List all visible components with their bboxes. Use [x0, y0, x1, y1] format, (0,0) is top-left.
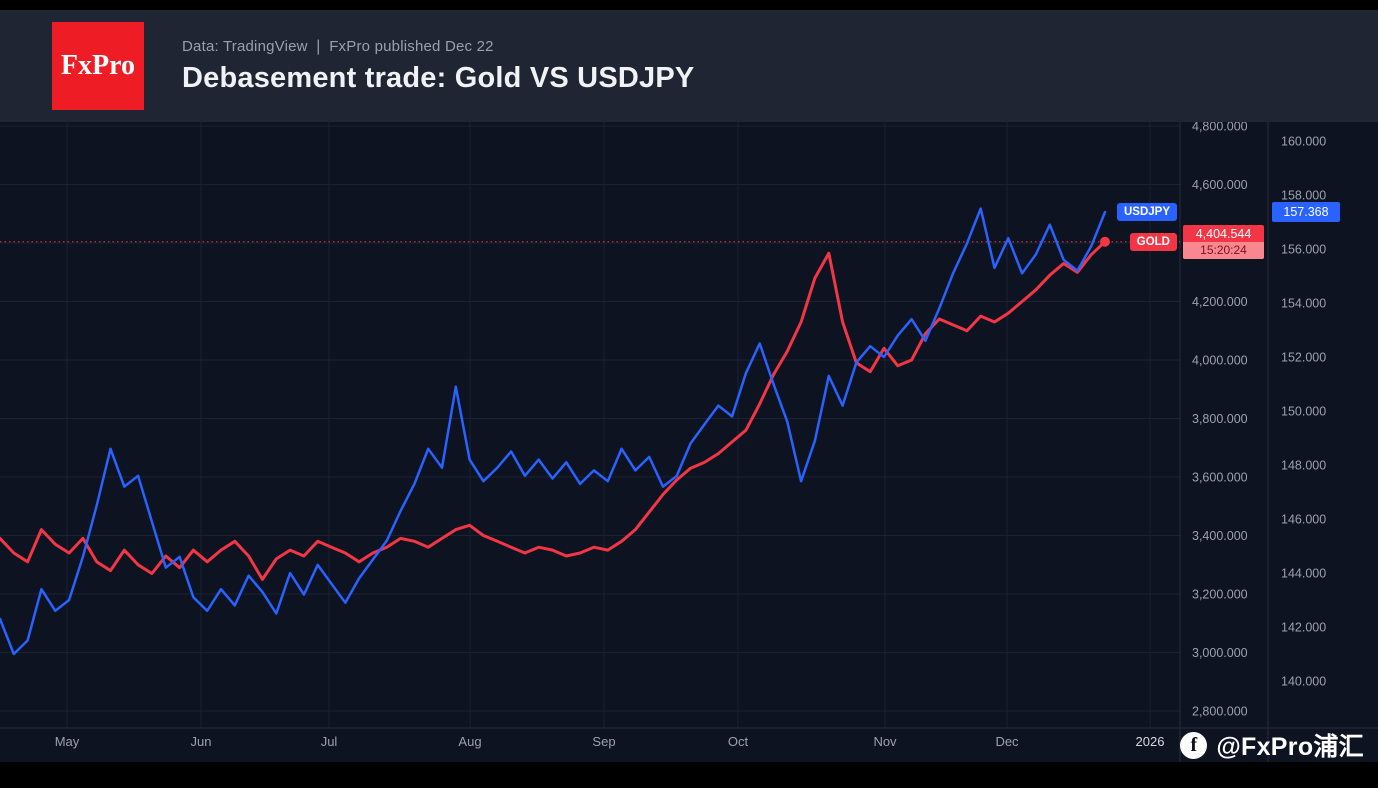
- data-source-line: Data: TradingView ❘ FxPro published Dec …: [182, 38, 494, 55]
- header-text: Data: TradingView ❘ FxPro published Dec …: [182, 37, 694, 95]
- svg-text:Dec: Dec: [995, 734, 1019, 749]
- gold-price-badge: 4,404.544 15:20:24: [1183, 225, 1264, 259]
- svg-text:4,600.000: 4,600.000: [1192, 178, 1248, 192]
- social-handle: @FxPro浦汇: [1216, 733, 1364, 761]
- svg-text:140.000: 140.000: [1281, 675, 1326, 689]
- svg-text:Jul: Jul: [321, 734, 338, 749]
- svg-text:Sep: Sep: [592, 734, 615, 749]
- svg-text:4,800.000: 4,800.000: [1192, 122, 1248, 134]
- gold-countdown-timer: 15:20:24: [1183, 242, 1264, 259]
- svg-text:142.000: 142.000: [1281, 621, 1326, 635]
- svg-text:152.000: 152.000: [1281, 351, 1326, 365]
- svg-text:Aug: Aug: [458, 734, 481, 749]
- svg-text:150.000: 150.000: [1281, 405, 1326, 419]
- gold-last-price: 4,404.544: [1195, 227, 1252, 241]
- footer-bar: [0, 762, 1378, 788]
- fxpro-logo-text: FxPro: [60, 50, 136, 81]
- gold-series-badge: GOLD: [1129, 233, 1177, 251]
- svg-text:Oct: Oct: [728, 734, 749, 749]
- svg-text:3,000.000: 3,000.000: [1192, 646, 1248, 660]
- fxpro-logo: FxPro: [52, 22, 144, 110]
- svg-text:144.000: 144.000: [1281, 567, 1326, 581]
- chart-area[interactable]: 4,800.0004,600.0004,400.0004,200.0004,00…: [0, 122, 1378, 762]
- svg-text:3,600.000: 3,600.000: [1192, 471, 1248, 485]
- svg-text:160.000: 160.000: [1281, 135, 1326, 149]
- svg-text:Jun: Jun: [191, 734, 212, 749]
- svg-text:Nov: Nov: [873, 734, 897, 749]
- svg-text:156.000: 156.000: [1281, 243, 1326, 257]
- svg-text:3,800.000: 3,800.000: [1192, 412, 1248, 426]
- svg-text:154.000: 154.000: [1281, 297, 1326, 311]
- svg-text:4,000.000: 4,000.000: [1192, 354, 1248, 368]
- svg-text:2,800.000: 2,800.000: [1192, 705, 1248, 719]
- svg-text:146.000: 146.000: [1281, 513, 1326, 527]
- svg-text:148.000: 148.000: [1281, 459, 1326, 473]
- svg-text:158.000: 158.000: [1281, 189, 1326, 203]
- svg-text:3,400.000: 3,400.000: [1192, 529, 1248, 543]
- header-bar: FxPro Data: TradingView ❘ FxPro publishe…: [0, 10, 1378, 122]
- svg-text:3,200.000: 3,200.000: [1192, 588, 1248, 602]
- usdjpy-price-badge: 157.368: [1272, 202, 1340, 222]
- price-chart-canvas[interactable]: 4,800.0004,600.0004,400.0004,200.0004,00…: [0, 122, 1378, 762]
- svg-text:2026: 2026: [1136, 734, 1165, 749]
- svg-text:4,200.000: 4,200.000: [1192, 295, 1248, 309]
- usdjpy-last-price: 157.368: [1283, 205, 1329, 219]
- facebook-icon: f: [1180, 731, 1208, 759]
- svg-text:May: May: [55, 734, 80, 749]
- usdjpy-series-badge: USDJPY: [1116, 203, 1177, 221]
- social-watermark: f @FxPro浦汇: [1180, 727, 1364, 763]
- page-title: Debasement trade: Gold VS USDJPY: [182, 62, 695, 94]
